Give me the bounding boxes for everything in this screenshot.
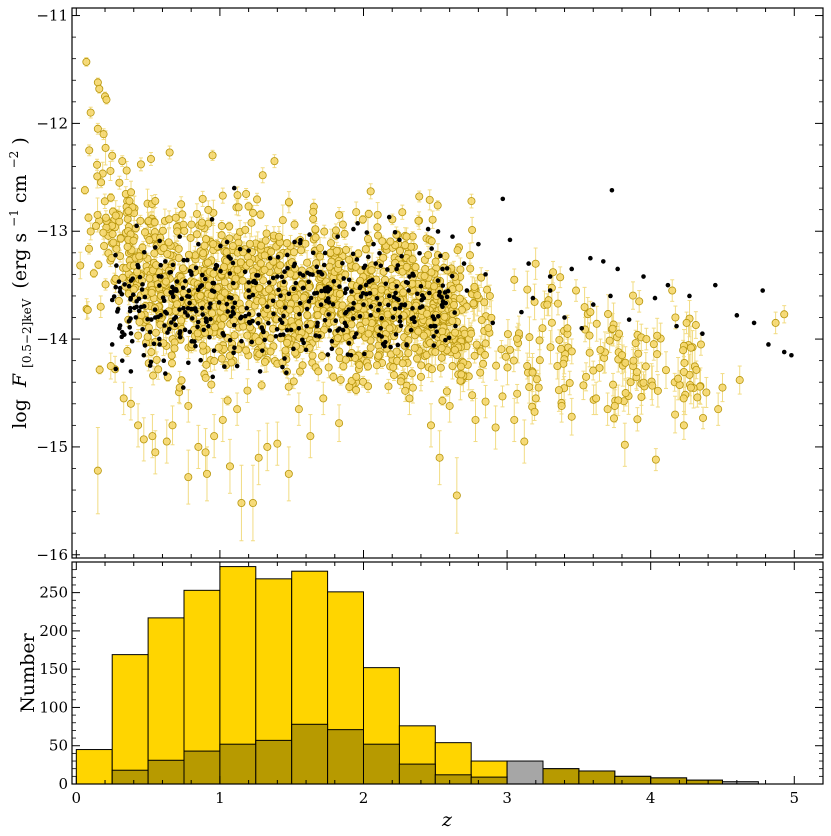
scatter-panel: −11−12−13−14−15−16 log F [0.5−2]keV (erg… (7, 7, 824, 564)
